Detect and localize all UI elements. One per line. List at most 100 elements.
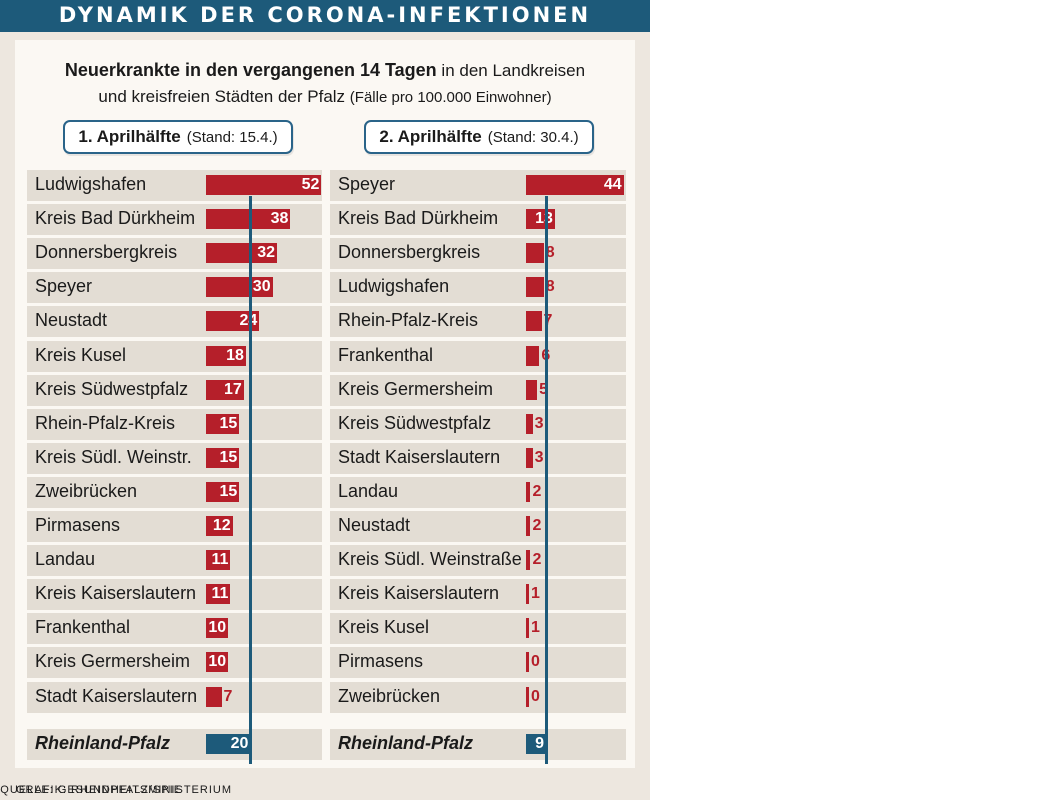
total-value-label: 9: [535, 735, 544, 752]
row-label: Ludwigshafen: [338, 276, 450, 297]
table-row: Stadt Kaiserslautern 7: [27, 681, 322, 713]
bar: [526, 379, 538, 400]
average-reference-line: [249, 196, 253, 764]
table-row: Pirmasens 12: [27, 511, 322, 542]
bar: [206, 516, 233, 536]
bar-value-label: 13: [535, 210, 553, 228]
bar: [206, 481, 240, 502]
title-banner: DYNAMIK DER CORONA-INFEKTIONEN: [0, 0, 650, 32]
total-bar: [206, 734, 251, 754]
bar: [206, 379, 244, 400]
table-row: Zweibrücken 15: [27, 476, 322, 508]
bar-value-label: 7: [543, 312, 553, 330]
bar: [206, 686, 222, 707]
bar-value-label: 2: [532, 482, 542, 500]
row-label: Kreis Kusel: [35, 344, 127, 365]
bar: [206, 345, 246, 366]
bar: [526, 584, 529, 605]
table-row: Pirmasens 0: [330, 647, 626, 679]
row-label: Landau: [35, 549, 96, 570]
row-label: Speyer: [338, 174, 396, 194]
total-row: Rheinland-Pfalz 20: [27, 729, 322, 760]
bar-value-label: 0: [531, 687, 540, 705]
row-label: Pirmasens: [35, 515, 121, 535]
table-row: Neustadt 2: [330, 511, 626, 542]
table-row: Rhein-Pfalz-Kreis 15: [27, 408, 322, 440]
column-heading-2-date: (Stand: 30.4.): [487, 128, 579, 146]
table-row: Donnersbergkreis 32: [27, 238, 322, 270]
bar-value-label: 8: [545, 278, 555, 296]
table-row: Stadt Kaiserslautern 3: [330, 442, 626, 474]
table-row: Speyer 44: [330, 170, 626, 201]
table-row: Kreis Südl. Weinstr. 15: [27, 442, 322, 474]
table-row: Kreis Kaiserslautern 1: [330, 579, 626, 611]
total-label: Rheinland-Pfalz: [338, 733, 474, 753]
row-label: Kreis Südwestpfalz: [35, 378, 189, 399]
row-label: Stadt Kaiserslautern: [35, 685, 198, 706]
row-label: Kreis Südl. Weinstr.: [35, 446, 192, 467]
bar-value-label: 5: [539, 380, 548, 398]
row-label: Rhein-Pfalz-Kreis: [35, 412, 176, 433]
bar-value-label: 15: [219, 448, 238, 466]
table-row: Zweibrücken 0: [330, 681, 626, 713]
table-row: Neustadt 24: [27, 306, 322, 338]
table-row: Kreis Kusel 18: [27, 340, 322, 372]
table-row: Kreis Südwestpfalz 3: [330, 408, 626, 440]
bar: [526, 277, 544, 298]
bar-value-label: 38: [270, 210, 289, 228]
row-label: Landau: [338, 480, 399, 501]
total-value-label: 20: [230, 735, 249, 752]
subtitle-line2-text: und kreisfreien Städten der Pfalz: [98, 87, 346, 106]
table-row: Rhein-Pfalz-Kreis 7: [330, 306, 626, 338]
bar-value-label: 1: [531, 619, 540, 637]
bar-value-label: 3: [534, 414, 544, 432]
bar-value-label: 8: [545, 244, 555, 262]
bar: [526, 447, 533, 468]
bar: [206, 243, 278, 264]
bar: [526, 550, 531, 571]
table-row: Frankenthal6: [330, 340, 626, 372]
bar: [206, 618, 229, 639]
row-label: Kreis Germersheim: [35, 651, 191, 672]
table-row: Kreis Bad Dürkheim 38: [27, 204, 322, 236]
total-bar: [526, 734, 546, 754]
subtitle-unit: (Fälle pro 100.000 Einwohner): [349, 89, 552, 106]
row-label: Kreis Südl. Weinstraße: [338, 549, 522, 570]
subtitle-line-1: Neuerkrankte in den vergangenen 14 Tagen…: [0, 60, 650, 81]
bar-value-label: 30: [252, 278, 271, 296]
row-label: Donnersbergkreis: [35, 242, 178, 263]
subtitle-rest: in den Landkreisen: [441, 61, 586, 80]
total-row: Rheinland-Pfalz 9: [330, 729, 626, 760]
bar: [526, 175, 624, 195]
row-label: Kreis Kaiserslautern: [338, 583, 500, 604]
row-label: Stadt Kaiserslautern: [338, 446, 501, 467]
bar-value-label: 1: [531, 585, 540, 603]
row-label: Frankenthal: [338, 344, 434, 365]
column-heading-2: 2. Aprilhälfte (Stand: 30.4.): [364, 120, 594, 154]
row-label: Zweibrücken: [338, 685, 441, 706]
table-row: Kreis Germersheim 10: [27, 647, 322, 679]
bar-value-label: 52: [301, 176, 320, 193]
bar: [206, 175, 322, 195]
row-label: Speyer: [35, 276, 93, 297]
banner-title: DYNAMIK DER CORONA-INFEKTIONEN: [58, 3, 592, 27]
subtitle-bold: Neuerkrankte in den vergangenen 14 Tagen: [64, 60, 437, 80]
bar: [206, 447, 240, 468]
table-row: Ludwigshafen 8: [330, 272, 626, 304]
bar-value-label: 32: [257, 244, 276, 262]
bar: [206, 209, 291, 230]
bar-value-label: 18: [226, 346, 244, 364]
row-label: Kreis Bad Dürkheim: [338, 208, 499, 229]
bar-value-label: 11: [211, 551, 229, 569]
row-label: Pirmasens: [338, 651, 424, 672]
bar: [526, 311, 542, 332]
row-label: Donnersbergkreis: [338, 242, 481, 263]
table-row: Speyer 30: [27, 272, 322, 304]
bar-value-label: 0: [531, 653, 540, 671]
bar-value-label: 3: [534, 448, 544, 466]
table-row: Landau 2: [330, 476, 626, 508]
bar-value-label: 2: [532, 517, 542, 534]
table-row: Kreis Kaiserslautern 11: [27, 579, 322, 611]
row-label: Kreis Germersheim: [338, 378, 494, 399]
column-heading-1-date: (Stand: 15.4.): [186, 128, 278, 146]
